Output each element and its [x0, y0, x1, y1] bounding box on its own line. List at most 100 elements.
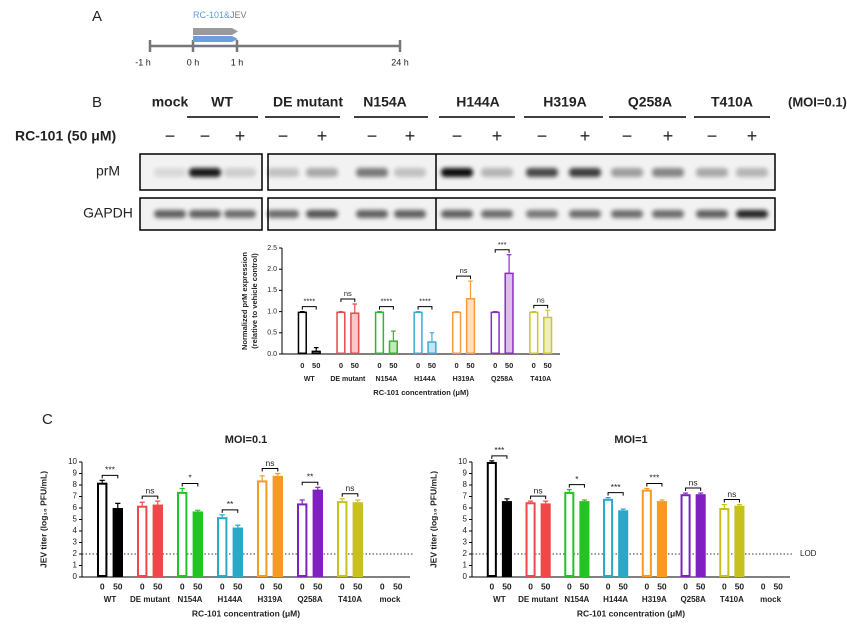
dose-label: 0 — [416, 361, 420, 370]
group-label: T410A — [338, 595, 362, 604]
treatment-label: RC-101&JEV — [193, 10, 247, 20]
group-label: WT — [493, 595, 506, 604]
significance-label: * — [188, 473, 192, 483]
treatment-sign: + — [405, 126, 416, 146]
significance-label: **** — [303, 297, 315, 306]
bar — [192, 511, 204, 578]
treatment-sign: − — [707, 126, 718, 146]
error-bar — [644, 487, 650, 490]
error-bar — [736, 503, 742, 506]
band — [224, 168, 256, 177]
treatment-sign: + — [663, 126, 674, 146]
significance-bracket — [494, 249, 510, 253]
reference-label: LOD — [800, 549, 817, 558]
dose-label: 0 — [340, 581, 345, 591]
blot-group-label: H319A — [543, 94, 587, 110]
significance-label: ns — [534, 485, 543, 495]
group-label: WT — [304, 376, 316, 383]
bar — [656, 501, 667, 578]
dose-label: 0 — [180, 581, 185, 591]
dose-label: 50 — [312, 361, 320, 370]
bar — [272, 475, 284, 577]
error-bar — [195, 509, 201, 512]
bar — [603, 498, 614, 577]
dose-label: 0 — [140, 581, 145, 591]
significance-label: *** — [105, 465, 116, 475]
error-bar — [566, 489, 572, 492]
group-label: H319A — [258, 595, 283, 604]
dose-label: 50 — [657, 581, 667, 591]
y-tick-label: 9 — [463, 469, 468, 478]
dose-label: 50 — [153, 581, 163, 591]
significance-bracket — [685, 487, 702, 492]
band — [267, 168, 299, 177]
band — [154, 168, 186, 177]
y-axis-label: (relative to vehicle control) — [250, 253, 259, 349]
error-bar — [179, 487, 185, 492]
timepoint: 1 h — [231, 57, 244, 67]
dose-label: 0 — [528, 581, 533, 591]
band — [189, 168, 221, 177]
dose-label: 0 — [260, 581, 265, 591]
error-bar — [219, 514, 225, 518]
group-label: Q258A — [491, 376, 513, 383]
significance-label: **** — [419, 297, 431, 306]
error-bar — [545, 309, 550, 317]
error-bar — [683, 492, 689, 495]
group-label: Q258A — [680, 595, 706, 604]
error-bar — [429, 332, 435, 342]
bar — [177, 491, 188, 577]
significance-bracket — [723, 499, 740, 503]
y-tick-label: 6 — [463, 503, 468, 512]
dose-label: 0 — [339, 361, 343, 370]
significance-bracket — [456, 275, 472, 280]
panel-letter: A — [92, 8, 102, 25]
significance-bracket — [141, 495, 159, 500]
blot-group-label: N154A — [363, 94, 407, 110]
band — [481, 210, 513, 218]
band — [267, 210, 299, 218]
dose-label: 0 — [644, 581, 649, 591]
error-bar — [115, 502, 121, 508]
band — [481, 168, 513, 177]
bar — [232, 527, 244, 577]
band — [736, 168, 768, 177]
bar — [312, 489, 324, 578]
band — [394, 168, 426, 177]
group-label: H319A — [642, 595, 667, 604]
error-bar — [259, 475, 265, 481]
error-bar — [155, 500, 161, 505]
significance-bracket — [646, 482, 663, 487]
dose-label: 0 — [683, 581, 688, 591]
panel-letter: C — [42, 411, 53, 428]
y-tick-label: 0 — [463, 572, 468, 581]
significance-label: * — [575, 474, 579, 484]
error-bar — [139, 501, 145, 506]
bar — [579, 501, 590, 578]
group-label: Q258A — [297, 595, 323, 604]
band — [356, 210, 388, 218]
group-label: DE mutant — [518, 595, 558, 604]
significance-label: ns — [146, 485, 155, 495]
dose-label: 0 — [455, 361, 459, 370]
treatment-sign: − — [278, 126, 289, 146]
dose-label: 0 — [377, 361, 381, 370]
error-bar — [299, 499, 305, 504]
moi-label: (MOI=0.1) — [788, 94, 847, 109]
group-label: T410A — [530, 376, 551, 383]
bar — [504, 272, 514, 355]
dose-label: 0 — [300, 361, 304, 370]
bar — [529, 311, 539, 355]
y-tick-label: 5 — [463, 515, 468, 524]
bar — [350, 312, 360, 354]
band — [652, 168, 684, 177]
error-bar — [721, 503, 727, 508]
error-bar — [339, 498, 345, 502]
band — [306, 210, 338, 218]
dose-label: 50 — [502, 581, 512, 591]
dose-label: 50 — [389, 361, 397, 370]
significance-bracket — [301, 306, 317, 310]
significance-bracket — [101, 474, 119, 479]
significance-bracket — [301, 481, 319, 486]
label-part: RC-101& — [193, 10, 230, 20]
